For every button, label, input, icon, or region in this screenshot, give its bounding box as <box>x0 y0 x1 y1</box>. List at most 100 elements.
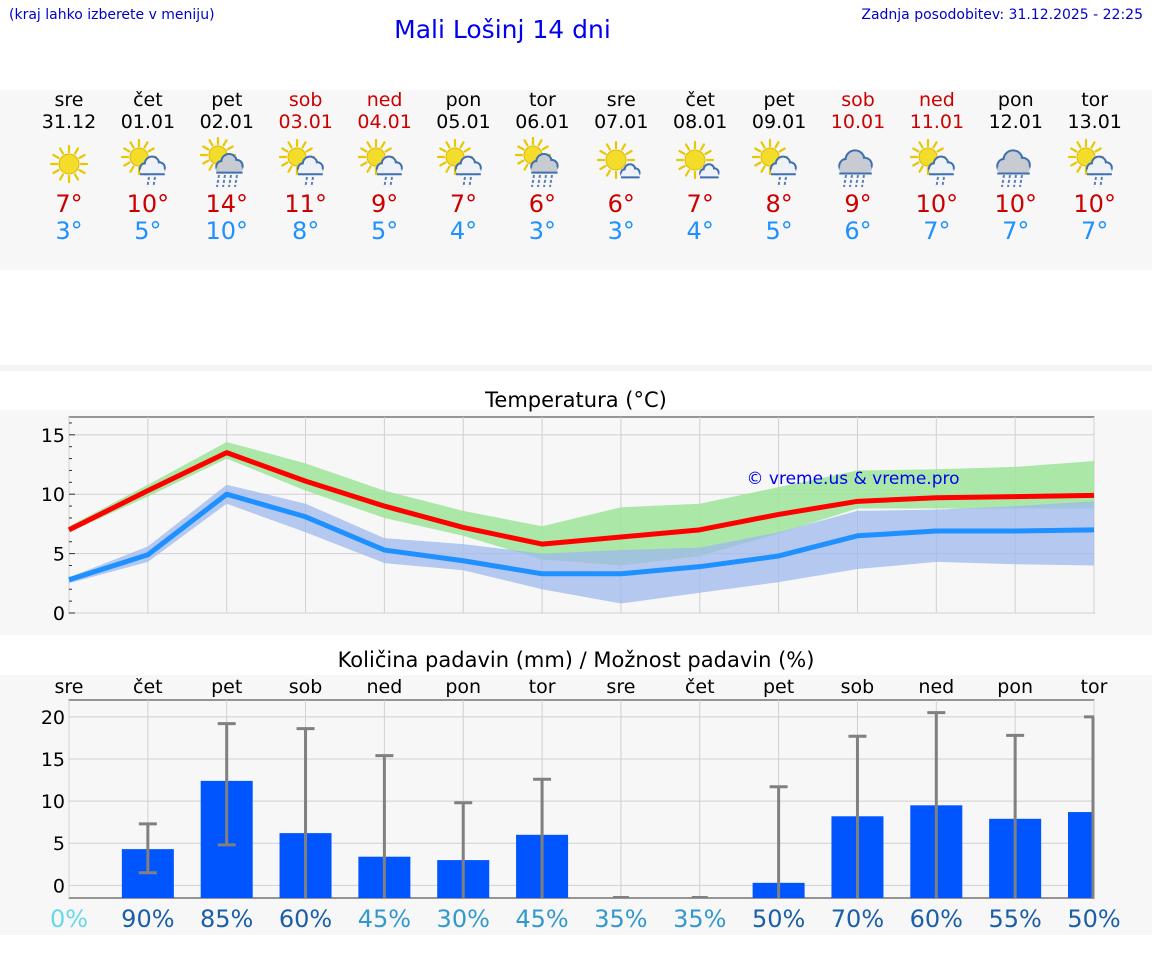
precipitation-probability: 35% <box>594 905 647 933</box>
precipitation-probability: 85% <box>200 905 253 933</box>
cloud-shape <box>927 155 955 176</box>
min-temperature: 5° <box>370 217 399 245</box>
sun-small-cloud-icon <box>676 140 720 180</box>
sun-cloud-rain-icon <box>436 138 482 187</box>
precipitation-chart-title: Količina padavin (mm) / Možnost padavin … <box>337 648 815 672</box>
precipitation-error-bar <box>769 785 788 898</box>
sun-cloud-rain-icon <box>909 138 955 187</box>
day-date: 06.01 <box>515 111 570 133</box>
y-tick-label: 0 <box>53 875 65 897</box>
day-name: čet <box>133 89 163 111</box>
precipitation-error-bar <box>927 711 946 898</box>
precipitation-error-bar <box>296 727 315 898</box>
day-name: sob <box>288 89 323 111</box>
day-name: tor <box>528 89 556 111</box>
precipitation-probability: 0% <box>50 905 88 933</box>
precipitation-probability: 50% <box>1067 905 1120 933</box>
day-name: sre <box>606 89 636 111</box>
precipitation-error-bar <box>217 722 236 847</box>
cloud-shape <box>138 155 166 176</box>
min-temperature: 7° <box>1081 217 1109 245</box>
sun-cloud-rain-icon <box>751 138 797 187</box>
day-column: ned 04.01 9° 5° <box>346 90 424 245</box>
min-temperature: 4° <box>686 217 714 245</box>
x-category-label: sre <box>606 676 635 698</box>
day-column: čet 08.01 7° 4° <box>661 90 739 245</box>
day-date: 31.12 <box>41 111 97 133</box>
x-category-label: čet <box>133 676 163 698</box>
sun-cloud-heavy-rain-icon <box>199 137 244 187</box>
x-category-label: pon <box>997 676 1033 698</box>
day-name: ned <box>366 89 403 111</box>
x-category-label: sre <box>55 676 84 698</box>
day-date: 13.01 <box>1067 111 1122 133</box>
y-tick-label: 10 <box>41 484 65 506</box>
day-name: sre <box>54 89 84 111</box>
day-date: 11.01 <box>909 111 965 133</box>
min-temperature: 6° <box>844 217 872 245</box>
cloud-heavy-rain-icon <box>996 149 1031 187</box>
temperature-chart-title: Temperatura (°C) <box>485 388 667 412</box>
day-date: 12.01 <box>988 111 1043 133</box>
sun-cloud-rain-icon <box>1067 138 1113 187</box>
cloud-shape <box>375 155 403 176</box>
rain-shape <box>304 176 314 187</box>
day-name: pet <box>763 89 795 111</box>
rain-shape <box>215 174 238 187</box>
x-category-label: pet <box>763 676 794 698</box>
day-date: 05.01 <box>436 111 491 133</box>
max-temperature: 6° <box>528 190 557 218</box>
cloud-shape <box>699 163 720 179</box>
rain-shape <box>935 176 945 187</box>
day-column: sre 31.12 7° 3° <box>30 90 108 245</box>
max-temperature: 6° <box>607 190 635 218</box>
day-name: tor <box>1081 89 1109 111</box>
precipitation-probability: 30% <box>437 905 490 933</box>
x-category-label: sob <box>289 676 323 698</box>
precipitation-error-bar <box>375 754 394 898</box>
precipitation-probability: 70% <box>831 905 884 933</box>
min-temperature: 7° <box>923 217 951 245</box>
day-column: tor 13.01 10° 7° <box>1056 90 1134 245</box>
max-temperature: 7° <box>686 190 714 218</box>
location-menu-hint: (kraj lahko izberete v meniju) <box>9 7 215 23</box>
watermark: © vreme.us & vreme.pro <box>746 469 959 489</box>
day-column: pet 02.01 14° 10° <box>188 90 266 245</box>
precipitation-probability: 50% <box>752 905 805 933</box>
day-date: 03.01 <box>278 111 333 133</box>
day-column: pon 12.01 10° 7° <box>977 90 1055 245</box>
sun-icon <box>49 144 89 184</box>
precipitation-error-bar <box>1084 715 1095 898</box>
min-temperature: 7° <box>1002 217 1030 245</box>
last-update-timestamp: Zadnja posodobitev: 31.12.2025 - 22:25 <box>861 7 1143 23</box>
day-column: sob 10.01 9° 6° <box>819 90 897 245</box>
rain-shape <box>146 176 156 187</box>
cloud-shape <box>454 155 482 176</box>
day-date: 08.01 <box>672 111 728 133</box>
x-category-label: tor <box>529 676 556 698</box>
precipitation-probability: 45% <box>358 905 411 933</box>
y-tick-label: 15 <box>41 749 65 771</box>
cloud-shape <box>530 152 559 174</box>
max-temperature: 8° <box>765 190 793 218</box>
max-temperature: 7° <box>449 190 478 218</box>
precipitation-probability: 60% <box>910 905 963 933</box>
y-tick-label: 0 <box>53 603 65 625</box>
min-temperature: 5° <box>765 217 793 245</box>
daily-forecast-strip: sre 31.12 7° 3° čet 01.01 10° 5° pet 02.01 14° 10° s… <box>0 90 1152 270</box>
day-column: sob 03.01 11° 8° <box>267 90 345 245</box>
cloud-shape <box>296 155 324 176</box>
precipitation-probability: 35% <box>673 905 726 933</box>
day-name: ned <box>918 89 955 111</box>
x-category-label: tor <box>1081 676 1108 698</box>
cloud-shape <box>770 155 797 176</box>
day-date: 09.01 <box>751 111 807 133</box>
day-column: pet 09.01 8° 5° <box>740 90 818 245</box>
max-temperature: 10° <box>126 190 170 218</box>
y-tick-label: 15 <box>41 425 65 447</box>
max-temperature: 9° <box>370 190 399 218</box>
min-temperature: 3° <box>528 217 557 245</box>
day-column: sre 07.01 6° 3° <box>582 90 660 245</box>
sun-cloud-rain-icon <box>120 138 166 187</box>
temperature-chart: 0 5 10 15 © vreme.us & vreme.pro <box>41 416 1095 625</box>
